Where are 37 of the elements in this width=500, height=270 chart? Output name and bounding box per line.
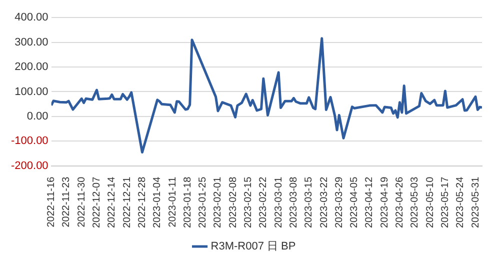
x-tick-label: 2022-11-23 [61, 176, 72, 228]
x-tick-label: 2023-05-10 [424, 176, 436, 228]
y-tick-label: -100.00 [10, 135, 48, 148]
x-tick-label: 2023-01-04 [152, 176, 164, 228]
y-tick-label: -200.00 [10, 160, 48, 172]
x-tick-label: 2022-12-14 [106, 176, 118, 228]
x-tick-label: 2023-03-15 [304, 176, 315, 228]
x-tick-label: 2023-01-25 [198, 176, 209, 228]
x-tick-label: 2023-04-19 [379, 176, 390, 228]
x-tick-label: 2023-04-26 [394, 176, 406, 228]
x-tick-label: 2023-02-01 [212, 176, 224, 228]
x-tick-label: 2023-03-29 [334, 176, 345, 228]
x-tick-label: 2023-04-12 [364, 176, 376, 228]
x-tick-label: 2022-11-16 [46, 176, 58, 228]
x-tick-label: 2023-03-22 [318, 176, 330, 228]
x-tick-label: 2023-04-05 [349, 176, 360, 228]
x-tick-label: 2023-02-08 [228, 176, 239, 228]
y-tick-label: 300.00 [14, 36, 48, 48]
x-tick-label: 2023-05-03 [410, 176, 421, 228]
x-tick-label: 2023-01-11 [167, 176, 178, 228]
x-tick-label: 2022-12-28 [136, 176, 148, 228]
x-tick-label: 2023-05-31 [470, 176, 482, 228]
x-tick-label: 2023-02-15 [243, 176, 254, 228]
x-tick-label: 2023-05-17 [440, 176, 451, 228]
x-tick-label: 2023-03-08 [288, 176, 300, 228]
y-tick-label: 100.00 [14, 86, 48, 98]
legend-label: R3M-R007 日 BP [210, 240, 296, 253]
x-tick-label: 2023-03-01 [273, 176, 284, 228]
x-tick-label: 2023-05-24 [455, 176, 466, 228]
y-tick-label: 200.00 [14, 61, 48, 74]
x-tick-label: 2022-12-21 [122, 176, 133, 228]
x-tick-label: 2022-12-07 [92, 176, 103, 228]
y-tick-label: 400.00 [14, 12, 48, 24]
y-tick-label: 0.00 [26, 110, 48, 122]
x-tick-label: 2023-02-22 [258, 176, 270, 228]
x-tick-label: 2022-11-30 [76, 176, 88, 228]
x-tick-label: 2023-01-18 [182, 176, 194, 228]
